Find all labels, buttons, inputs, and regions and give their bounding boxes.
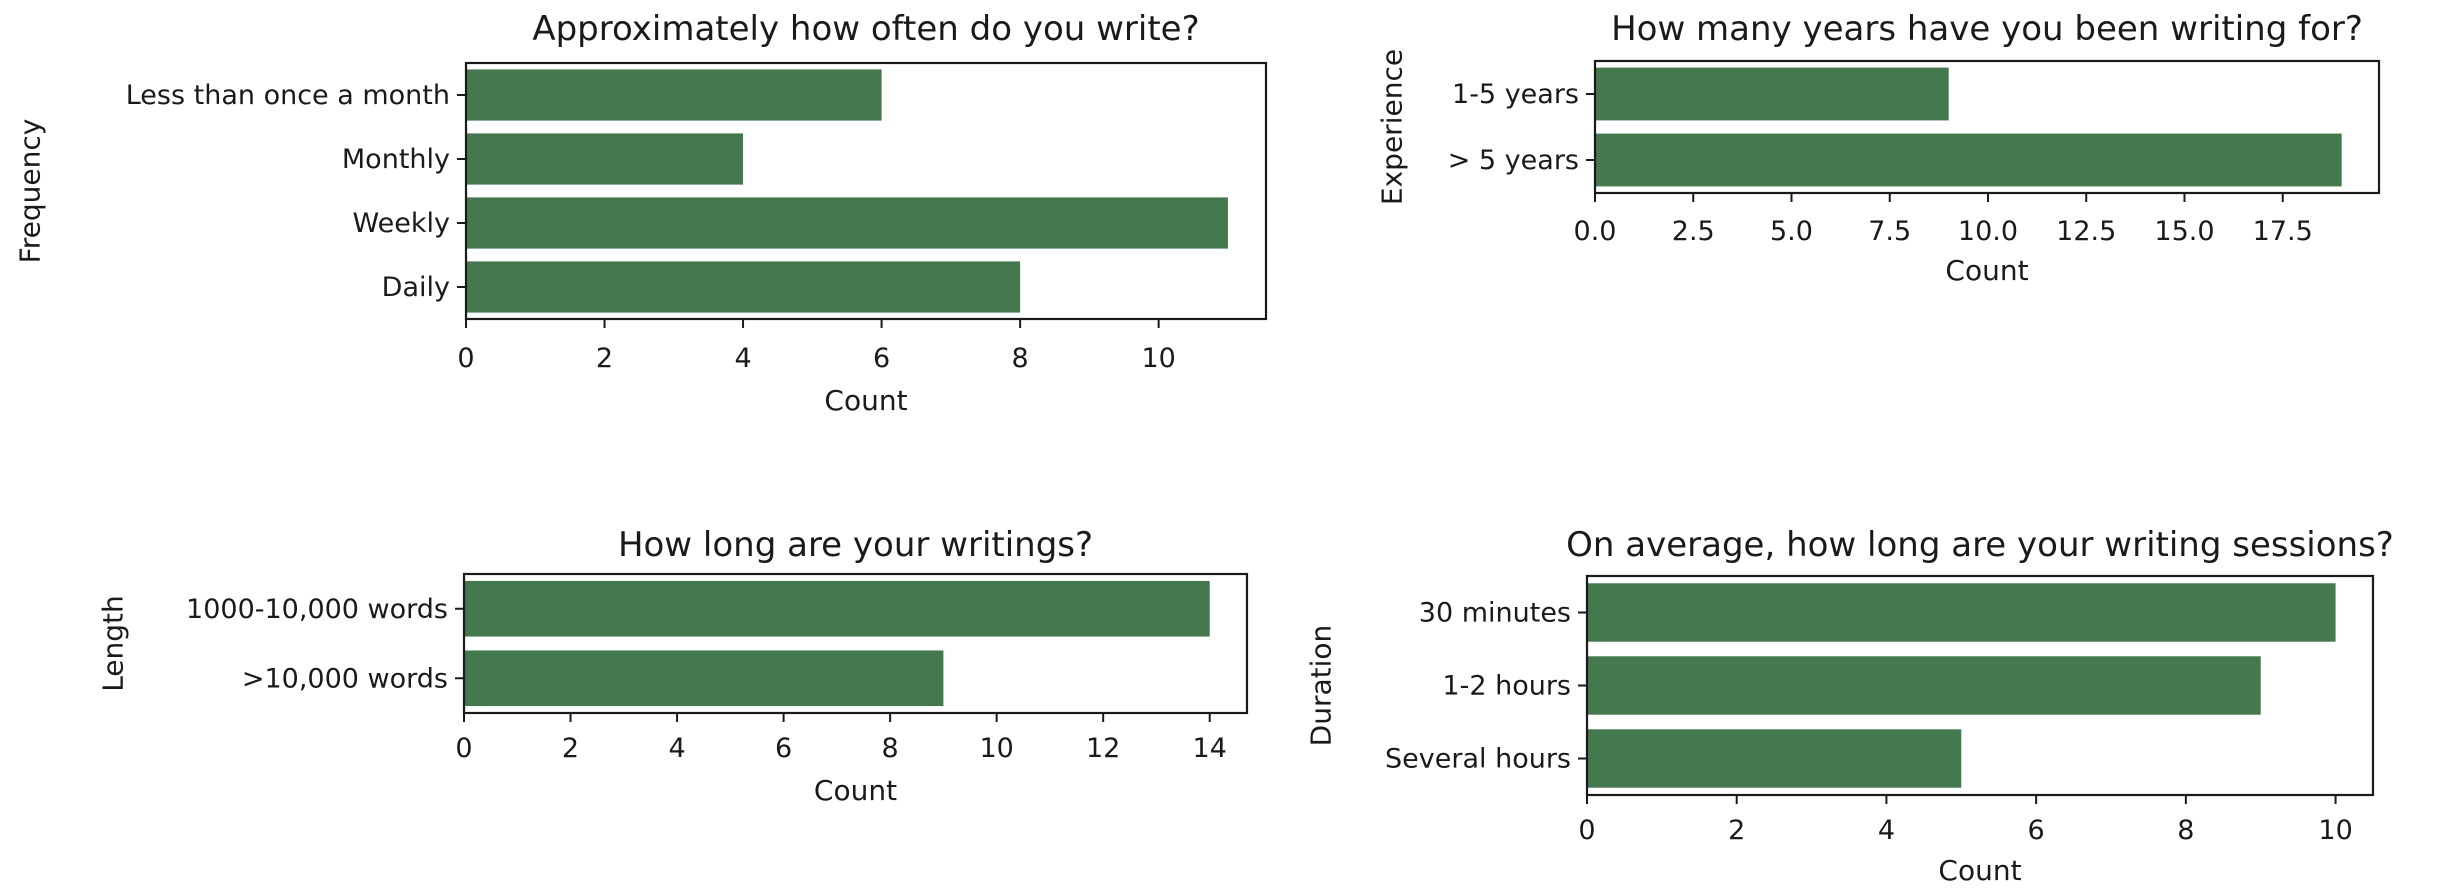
x-tick-label: 7.5 bbox=[1868, 216, 1911, 247]
bar-less-than-once-a-month bbox=[466, 69, 882, 121]
x-tick-label: 4 bbox=[1878, 815, 1895, 846]
y-tick-label: > 5 years bbox=[1448, 145, 1579, 176]
x-tick-label: 0 bbox=[457, 343, 474, 374]
y-tick-label: Several hours bbox=[1385, 744, 1571, 775]
y-tick-label: 30 minutes bbox=[1419, 598, 1571, 629]
chart-title: On average, how long are your writing se… bbox=[1566, 525, 2394, 565]
x-tick-label: 4 bbox=[734, 343, 751, 374]
x-tick-label: 6 bbox=[2028, 815, 2045, 846]
x-tick-label: 0 bbox=[1578, 815, 1595, 846]
y-tick-label: 1000-10,000 words bbox=[186, 594, 448, 625]
x-tick-label: 10 bbox=[2318, 815, 2352, 846]
x-axis-label: Count bbox=[824, 384, 907, 417]
x-tick-label: 12.5 bbox=[2056, 216, 2116, 247]
y-axis-label: Frequency bbox=[14, 119, 47, 264]
bar-daily bbox=[466, 261, 1021, 313]
bar-1-2-hours bbox=[1587, 656, 2261, 715]
x-axis-label: Count bbox=[1945, 254, 2028, 287]
y-tick-label: >10,000 words bbox=[242, 663, 448, 694]
x-tick-label: 12 bbox=[1086, 733, 1120, 764]
x-tick-label: 0 bbox=[455, 733, 472, 764]
chart-title: How many years have you been writing for… bbox=[1611, 9, 2363, 49]
y-axis-label: Experience bbox=[1376, 49, 1409, 205]
bar-several-hours bbox=[1587, 729, 1962, 788]
bar-1-5-years bbox=[1595, 67, 1949, 121]
bar-weekly bbox=[466, 197, 1228, 249]
plot-frame bbox=[1585, 574, 2375, 797]
x-tick-label: 2 bbox=[562, 733, 579, 764]
x-tick-label: 2 bbox=[1728, 815, 1745, 846]
x-tick-label: 5.0 bbox=[1770, 216, 1813, 247]
y-tick-label: Monthly bbox=[342, 144, 450, 175]
y-axis-label: Duration bbox=[1305, 625, 1338, 747]
x-tick-label: 8 bbox=[2177, 815, 2194, 846]
x-axis-label: Count bbox=[814, 774, 897, 807]
x-tick-label: 10.0 bbox=[1958, 216, 2018, 247]
plot-frame bbox=[464, 61, 1268, 321]
x-tick-label: 4 bbox=[668, 733, 685, 764]
y-tick-label: 1-5 years bbox=[1452, 79, 1579, 110]
x-tick-label: 10 bbox=[1141, 343, 1175, 374]
x-tick-label: 15.0 bbox=[2154, 216, 2214, 247]
x-tick-label: 8 bbox=[882, 733, 899, 764]
y-axis-label: Length bbox=[97, 595, 130, 692]
bar-monthly bbox=[466, 133, 744, 185]
chart-panel-frequency: Less than once a month Monthly Weekly Daily… bbox=[14, 9, 1268, 417]
bar-10-000-words bbox=[464, 650, 944, 707]
y-tick-label: Daily bbox=[382, 272, 450, 303]
x-tick-label: 8 bbox=[1012, 343, 1029, 374]
x-tick-label: 10 bbox=[979, 733, 1013, 764]
x-axis-label: Count bbox=[1938, 854, 2021, 887]
x-tick-label: 17.5 bbox=[2253, 216, 2313, 247]
plot-frame bbox=[462, 572, 1249, 715]
chart-title: Approximately how often do you write? bbox=[532, 9, 1199, 49]
x-tick-label: 0.0 bbox=[1574, 216, 1617, 247]
chart-panel-length: 1000-10,000 words >10,000 words 0 2 4 6 8 10 12 1… bbox=[97, 525, 1249, 807]
x-tick-label: 2.5 bbox=[1672, 216, 1715, 247]
chart-panel-duration: 30 minutes 1-2 hours Several hours 0 2 4 6 8 10 O… bbox=[1305, 525, 2394, 887]
bar-5-years bbox=[1595, 133, 2342, 187]
y-tick-label: 1-2 hours bbox=[1442, 671, 1571, 702]
x-tick-label: 14 bbox=[1193, 733, 1227, 764]
bar-30-minutes bbox=[1587, 583, 2336, 642]
y-tick-label: Weekly bbox=[353, 208, 450, 239]
x-tick-label: 6 bbox=[775, 733, 792, 764]
x-tick-label: 6 bbox=[873, 343, 890, 374]
x-tick-label: 2 bbox=[596, 343, 613, 374]
bar-1000-10-000-words bbox=[464, 580, 1210, 637]
chart-title: How long are your writings? bbox=[618, 525, 1093, 565]
y-tick-label: Less than once a month bbox=[126, 80, 450, 111]
chart-panel-experience: 1-5 years > 5 years 0.0 2.5 5.0 7.5 10.0 12.5 15… bbox=[1376, 9, 2381, 287]
